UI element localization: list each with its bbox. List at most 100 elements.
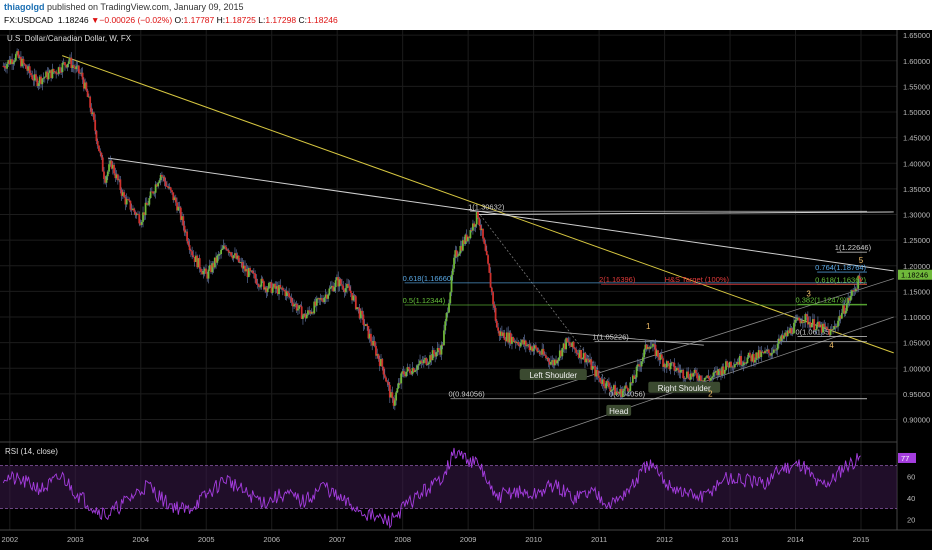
candle-body bbox=[212, 263, 215, 268]
candle-body bbox=[488, 263, 491, 273]
candle-body bbox=[835, 326, 838, 328]
candle-body bbox=[220, 249, 223, 255]
wave-label: 2 bbox=[708, 389, 713, 398]
candle-body bbox=[163, 176, 166, 182]
candle-body bbox=[320, 298, 323, 301]
chart-svg[interactable]: U.S. Dollar/Canadian Dollar, W, FX 1(1.3… bbox=[0, 30, 932, 550]
candle-body bbox=[832, 329, 834, 330]
candle-body bbox=[237, 255, 240, 263]
time-axis[interactable]: 2002 2003 2004 2005 2006 2007 2008 2009 2010 2011… bbox=[0, 529, 932, 544]
candle-body bbox=[518, 344, 521, 347]
candle-body bbox=[459, 245, 462, 254]
time-tick-label: 2007 bbox=[329, 535, 346, 544]
candle-body bbox=[127, 199, 129, 200]
candle-body bbox=[383, 374, 386, 378]
candle-body bbox=[395, 392, 398, 401]
rsi-axis[interactable]: 8060402077 bbox=[898, 451, 916, 525]
candle-body bbox=[516, 341, 518, 344]
candle-body bbox=[701, 380, 703, 382]
candle-body bbox=[424, 357, 426, 360]
candle-body bbox=[480, 228, 483, 231]
candle-body bbox=[529, 346, 532, 351]
candle-body bbox=[668, 363, 671, 370]
candle-body bbox=[213, 257, 216, 268]
candle-body bbox=[676, 367, 678, 371]
candle-body bbox=[215, 257, 217, 263]
candle-body bbox=[625, 385, 628, 388]
candle-body bbox=[377, 354, 380, 360]
candle-body bbox=[30, 73, 32, 76]
candle-body bbox=[18, 56, 21, 58]
candle-body bbox=[800, 321, 803, 324]
candle-body bbox=[268, 283, 270, 289]
author-name[interactable]: thiagolgd bbox=[4, 2, 45, 12]
candle-body bbox=[543, 354, 546, 356]
candle-body bbox=[584, 353, 586, 363]
candle-body bbox=[407, 367, 410, 370]
candle-body bbox=[265, 287, 268, 293]
candle-body bbox=[794, 319, 797, 323]
candle-body bbox=[159, 174, 162, 181]
candle-body bbox=[853, 290, 856, 292]
candle-body bbox=[231, 255, 234, 259]
fib-level-label: H&S Target (100%) bbox=[665, 275, 730, 284]
candle-body bbox=[608, 382, 610, 388]
candle-body bbox=[378, 359, 381, 367]
price-axis[interactable]: 1.65000 1.60000 1.55000 1.50000 1.45000 1.400… bbox=[896, 30, 932, 530]
chart-area[interactable]: U.S. Dollar/Canadian Dollar, W, FX 1(1.3… bbox=[0, 30, 932, 550]
candle-body bbox=[818, 321, 821, 327]
candle-body bbox=[477, 211, 479, 219]
candle-body bbox=[805, 314, 808, 317]
candle-body bbox=[420, 360, 423, 362]
candle-body bbox=[93, 112, 95, 120]
candle-body bbox=[148, 198, 151, 205]
candle-body bbox=[230, 252, 233, 256]
candle-body bbox=[650, 346, 653, 348]
candle-body bbox=[575, 349, 578, 353]
candle-body bbox=[534, 345, 537, 348]
candle-body bbox=[280, 287, 283, 289]
candle-body bbox=[217, 254, 220, 256]
candle-body bbox=[781, 335, 784, 339]
candle-body bbox=[765, 350, 768, 352]
candle-body bbox=[104, 178, 107, 183]
candle-body bbox=[738, 355, 741, 365]
candle-body bbox=[567, 341, 570, 343]
price-tick-label: 1.60000 bbox=[903, 57, 930, 66]
fib-level-label: 0.618(1.16362) bbox=[815, 275, 866, 284]
candle-body bbox=[495, 320, 498, 328]
candle-body bbox=[308, 310, 311, 312]
candle-body bbox=[485, 250, 488, 256]
candle-body bbox=[135, 213, 138, 216]
pattern-label-box bbox=[519, 368, 587, 380]
candle-body bbox=[478, 218, 481, 226]
candle-body bbox=[604, 386, 607, 389]
candle-body bbox=[859, 278, 862, 282]
candle-body bbox=[556, 360, 559, 364]
candle-body bbox=[167, 186, 170, 189]
candle-body bbox=[460, 245, 463, 251]
candle-body bbox=[455, 250, 458, 257]
candle-body bbox=[98, 145, 100, 152]
candle-body bbox=[436, 348, 439, 353]
price-tick-label: 0.95000 bbox=[903, 390, 930, 399]
low-value: 1.17298 bbox=[265, 15, 297, 25]
candle-body bbox=[644, 344, 647, 350]
candle-body bbox=[472, 223, 474, 231]
candle-body bbox=[33, 74, 36, 81]
fib-level-label: 0.764(1.18764) bbox=[815, 263, 866, 272]
candle-body bbox=[312, 312, 314, 314]
candle-body bbox=[822, 323, 824, 333]
price-tick-label: 1.05000 bbox=[903, 339, 930, 348]
candle-body bbox=[560, 350, 562, 357]
wave-label: 4 bbox=[829, 341, 834, 350]
candle-body bbox=[143, 212, 146, 216]
candle-body bbox=[338, 279, 341, 287]
candle-body bbox=[746, 357, 749, 364]
candle-body bbox=[453, 257, 455, 269]
candle-body bbox=[670, 362, 673, 364]
candle-body bbox=[229, 252, 231, 254]
candle-body bbox=[755, 352, 758, 360]
candle-body bbox=[91, 112, 94, 115]
candle-body bbox=[376, 354, 379, 356]
